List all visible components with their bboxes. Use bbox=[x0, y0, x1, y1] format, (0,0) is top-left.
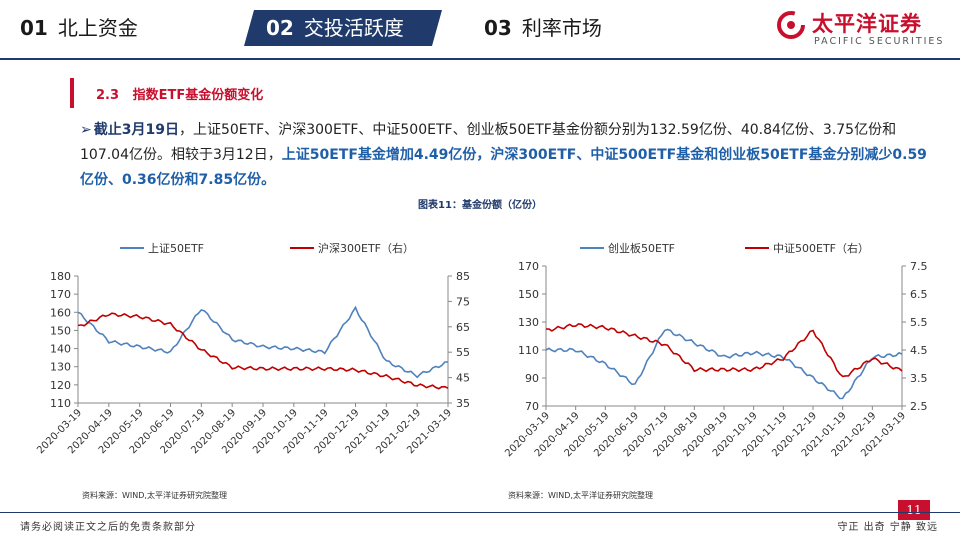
source-note-right: 资料来源：WIND,太平洋证券研究院整理 bbox=[508, 491, 653, 500]
y-tick-label-left: 70 bbox=[525, 400, 539, 413]
disclaimer-note: 请务必阅读正文之后的免责条款部分 bbox=[20, 522, 196, 533]
nav-label: 利率市场 bbox=[521, 16, 602, 40]
summary-text: ，上证50ETF、沪深300ETF、中证500ETF、创业板50ETF基金份额分… bbox=[80, 122, 897, 163]
summary-paragraph: ➢ 截止3月19日，上证50ETF、沪深300ETF、中证500ETF、创业板50… bbox=[80, 118, 935, 193]
page-number: 11 bbox=[898, 500, 930, 520]
section-title: 2.3 指数ETF基金份额变化 bbox=[96, 84, 263, 103]
legend-label-1: 中证500ETF（右） bbox=[773, 241, 869, 255]
nav-item-rate-market[interactable]: 03 利率市场 bbox=[484, 10, 602, 46]
series-line-0 bbox=[545, 328, 903, 400]
y-tick-label-right: 7.5 bbox=[910, 260, 928, 273]
y-tick-label-left: 180 bbox=[50, 270, 71, 283]
y-tick-label-right: 65 bbox=[456, 321, 470, 334]
logo-mark-icon bbox=[777, 11, 805, 39]
y-tick-label-left: 130 bbox=[518, 316, 539, 329]
company-motto: 守正 出奇 宁静 致远 bbox=[837, 522, 938, 533]
nav-num: 03 bbox=[484, 16, 512, 40]
y-tick-label-right: 5.5 bbox=[910, 316, 928, 329]
nav-num: 01 bbox=[20, 16, 48, 40]
legend-label-0: 创业板50ETF bbox=[608, 241, 675, 255]
legend-label-1: 沪深300ETF（右） bbox=[318, 241, 414, 255]
legend-label-0: 上证50ETF bbox=[148, 242, 204, 255]
chart-svg-left: 1101201301401501601701803545556575852020… bbox=[35, 241, 470, 456]
chart-sse50-csi300: 110 120 130 140 150 160 170 180 35 45 55 65 75 85 2020… bbox=[20, 228, 490, 494]
section-marker bbox=[70, 78, 74, 108]
y-tick-label-left: 170 bbox=[518, 260, 539, 273]
y-tick-label-left: 150 bbox=[518, 288, 539, 301]
source-note-left: 资料来源：WIND,太平洋证券研究院整理 bbox=[82, 491, 227, 500]
y-tick-label-right: 4.5 bbox=[910, 344, 928, 357]
y-tick-label-right: 3.5 bbox=[910, 372, 928, 385]
y-tick-label-left: 90 bbox=[525, 372, 539, 385]
chart-svg-right: 70901101301501702.53.54.55.56.57.52020-0… bbox=[503, 241, 928, 459]
summary-highlight: 上证50ETF基金增加4.49亿份，沪深300ETF、中证500ETF基金和创业… bbox=[80, 147, 927, 188]
logo-en: PACIFIC SECURITIES bbox=[814, 36, 945, 47]
section-title-text: 指数ETF基金份额变化 bbox=[132, 88, 264, 103]
header-divider bbox=[0, 58, 960, 60]
summary-date: 截止3月19日 bbox=[93, 122, 179, 138]
y-tick-label-right: 6.5 bbox=[910, 288, 928, 301]
y-tick-label-right: 75 bbox=[456, 295, 470, 308]
y-tick-label-left: 120 bbox=[50, 379, 71, 392]
y-tick-label-right: 2.5 bbox=[910, 400, 928, 413]
y-tick-label-right: 85 bbox=[456, 270, 470, 283]
series-line-1 bbox=[77, 312, 449, 390]
top-nav: 01 北上资金 02 交投活跃度 03 利率市场 太平洋证券 PACIFIC SECU… bbox=[0, 0, 960, 58]
footer-divider bbox=[0, 512, 960, 513]
company-logo: 太平洋证券 PACIFIC SECURITIES bbox=[776, 8, 956, 52]
section-num: 2.3 bbox=[96, 88, 120, 103]
y-tick-label-right: 45 bbox=[456, 372, 470, 385]
figure-title: 图表11：基金份额（亿份） bbox=[418, 200, 542, 211]
bullet-arrow-icon: ➢ bbox=[80, 122, 92, 138]
y-tick-label-left: 160 bbox=[50, 306, 71, 319]
y-tick-label-left: 110 bbox=[518, 344, 539, 357]
y-tick-label-left: 110 bbox=[50, 397, 71, 410]
series-line-1 bbox=[545, 322, 903, 378]
nav-item-trading-activity[interactable]: 02 交投活跃度 bbox=[244, 10, 442, 46]
nav-active-text: 02 交投活跃度 bbox=[266, 10, 404, 46]
chart-chinext-csi500: 70 90 110 130 150 170 2.5 3.5 4.5 5.5 6.5 7.5 2020-0… bbox=[490, 228, 940, 494]
series-line-0 bbox=[77, 305, 448, 379]
logo-cn: 太平洋证券 bbox=[812, 12, 922, 36]
y-tick-label-left: 170 bbox=[50, 288, 71, 301]
nav-item-northbound[interactable]: 01 北上资金 bbox=[20, 10, 138, 46]
nav-active-bg bbox=[244, 10, 442, 46]
nav-label: 北上资金 bbox=[57, 16, 138, 40]
nav-label: 交投活跃度 bbox=[303, 16, 404, 40]
y-tick-label-left: 130 bbox=[50, 361, 71, 374]
y-tick-label-left: 140 bbox=[50, 343, 71, 356]
nav-num: 02 bbox=[266, 16, 294, 40]
y-tick-label-right: 35 bbox=[456, 397, 470, 410]
y-tick-label-left: 150 bbox=[50, 324, 71, 337]
y-tick-label-right: 55 bbox=[456, 346, 470, 359]
